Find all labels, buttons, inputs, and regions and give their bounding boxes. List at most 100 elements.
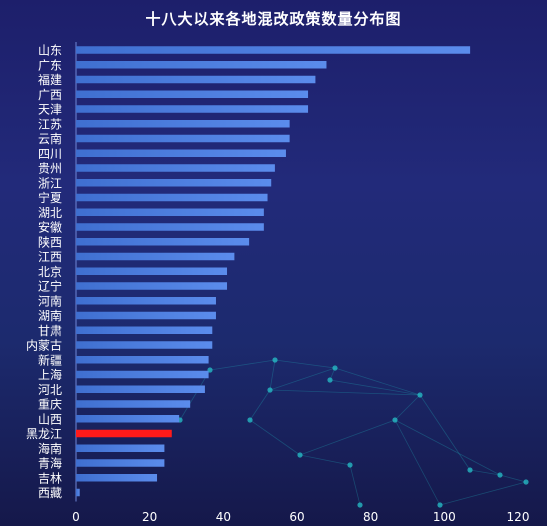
network-link (179, 369, 211, 421)
category-label: 新疆 (38, 352, 62, 367)
network-link (394, 394, 421, 421)
x-tick-label: 80 (363, 510, 378, 524)
bar-10 (76, 193, 268, 202)
network-node (207, 367, 213, 373)
bar-21 (76, 356, 209, 364)
bar-16 (76, 282, 228, 290)
network-link (274, 359, 336, 369)
network-link (249, 419, 301, 456)
category-label: 西藏 (38, 486, 62, 500)
x-tick-label: 100 (433, 510, 456, 524)
category-label: 江苏 (38, 117, 62, 131)
bar-6 (76, 134, 290, 143)
category-label: 广西 (38, 88, 62, 102)
category-label: 四川 (38, 147, 62, 161)
bar-28 (76, 459, 165, 467)
bar-25 (76, 415, 180, 423)
network-link (499, 474, 527, 483)
category-label: 甘肃 (38, 324, 62, 338)
network-link (394, 419, 501, 476)
category-label: 广东 (38, 58, 62, 72)
network-node (267, 387, 273, 393)
network-node (467, 467, 473, 473)
network-node (417, 392, 423, 398)
network-link (209, 359, 276, 371)
network-link (299, 454, 351, 466)
bar-4 (76, 105, 309, 113)
bar-17 (76, 297, 216, 305)
category-label: 陕西 (38, 234, 62, 249)
category-label: 安徽 (38, 220, 62, 235)
network-link (329, 379, 421, 396)
network-node (523, 479, 529, 485)
network-node (247, 417, 253, 423)
bar-15 (76, 267, 228, 275)
network-link (419, 394, 471, 471)
bar-12 (76, 223, 264, 231)
category-label: 江西 (38, 250, 62, 264)
x-tick-label: 60 (289, 510, 304, 524)
category-label: 天津 (38, 103, 62, 117)
bar-30 (76, 488, 80, 497)
bar-19 (76, 326, 213, 334)
category-label: 贵州 (38, 162, 62, 176)
x-tick-label: 20 (142, 510, 157, 524)
x-tick-label: 0 (72, 510, 80, 524)
bar-26 (76, 429, 172, 438)
network-link (299, 419, 396, 456)
category-label: 河南 (38, 293, 62, 308)
category-label: 重庆 (38, 398, 62, 412)
network-node (297, 452, 303, 458)
network-link (394, 419, 441, 506)
category-label: 浙江 (38, 176, 62, 190)
x-tick-label: 40 (216, 510, 231, 524)
bar-22 (76, 370, 209, 379)
category-label: 青海 (38, 456, 62, 471)
category-label: 吉林 (38, 471, 62, 485)
bar-3 (76, 90, 309, 98)
network-link (469, 469, 501, 476)
network-node (327, 377, 333, 383)
x-tick-label: 120 (507, 510, 530, 524)
category-label: 黑龙江 (26, 427, 62, 441)
bar-1 (76, 61, 327, 69)
category-label: 上海 (38, 367, 62, 382)
network-link (269, 367, 336, 391)
network-link (269, 359, 276, 391)
bar-27 (76, 444, 165, 452)
category-label: 山东 (38, 44, 62, 58)
category-label: 辽宁 (38, 279, 62, 294)
bar-9 (76, 179, 272, 187)
bar-14 (76, 252, 235, 261)
network-decoration (177, 357, 529, 508)
category-label: 海南 (38, 441, 62, 456)
bar-0 (76, 46, 471, 54)
category-label: 内蒙古 (26, 338, 62, 353)
category-label: 湖南 (38, 308, 62, 323)
network-node (347, 462, 353, 468)
bar-24 (76, 400, 191, 408)
bar-2 (76, 75, 316, 84)
network-link (334, 367, 421, 396)
network-link (349, 464, 361, 506)
network-node (357, 502, 363, 508)
network-link (269, 389, 421, 396)
bar-7 (76, 149, 286, 157)
network-link (439, 481, 527, 506)
bar-29 (76, 474, 158, 482)
category-label: 北京 (38, 265, 62, 279)
network-node (392, 417, 398, 423)
category-label: 湖北 (38, 205, 62, 220)
category-label: 云南 (38, 131, 62, 146)
bar-23 (76, 385, 205, 393)
network-link (249, 389, 271, 421)
bar-18 (76, 311, 216, 320)
category-label: 宁夏 (38, 190, 62, 205)
bar-5 (76, 120, 290, 128)
category-label: 山西 (38, 412, 62, 426)
chart-title: 十八大以来各地混改政策数量分布图 (145, 10, 402, 28)
network-node (272, 357, 278, 363)
category-label: 河北 (38, 383, 62, 397)
bar-13 (76, 238, 250, 246)
